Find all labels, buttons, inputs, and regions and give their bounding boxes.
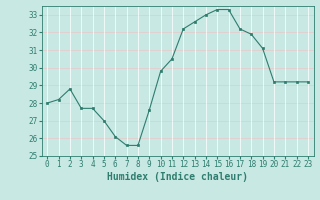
X-axis label: Humidex (Indice chaleur): Humidex (Indice chaleur) (107, 172, 248, 182)
